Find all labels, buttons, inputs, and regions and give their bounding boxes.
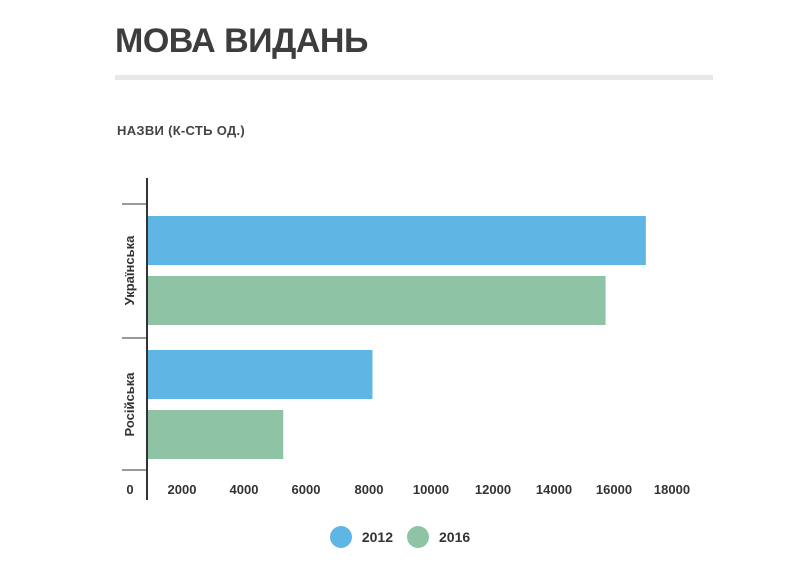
x-tick-label-16000: 16000	[596, 482, 632, 497]
chart-subtitle: НАЗВИ (К-СТЬ ОД.)	[117, 123, 246, 138]
x-tick-label-8000: 8000	[355, 482, 384, 497]
x-tick-label-10000: 10000	[413, 482, 449, 497]
x-tick-label-4000: 4000	[230, 482, 259, 497]
legend-label-2016: 2016	[439, 529, 471, 545]
legend-dot-2012	[329, 526, 352, 548]
legend-label-2012: 2012	[361, 529, 393, 545]
bar-ukrainian-2016	[148, 276, 606, 325]
page-title: МОВА ВИДАНЬ	[115, 22, 368, 60]
category-label-ukrainian: Українська	[122, 235, 137, 306]
chart-legend: 2012 2016	[0, 526, 800, 548]
bar-russian-2016	[148, 410, 284, 459]
category-label-russian: Російська	[122, 372, 137, 437]
legend-item-2016[interactable]: 2016	[407, 526, 470, 548]
x-tick-label-0: 0	[126, 482, 133, 497]
bar-ukrainian-2012	[148, 216, 646, 265]
x-tick-label-18000: 18000	[654, 482, 690, 497]
legend-item-2012[interactable]: 2012	[329, 526, 393, 548]
legend-dot-2016	[407, 526, 429, 548]
x-tick-label-12000: 12000	[475, 482, 511, 497]
x-tick-label-14000: 14000	[536, 482, 572, 497]
bar-russian-2012	[148, 350, 373, 399]
x-tick-label-2000: 2000	[168, 482, 197, 497]
title-divider	[115, 75, 713, 80]
x-tick-label-6000: 6000	[292, 482, 321, 497]
